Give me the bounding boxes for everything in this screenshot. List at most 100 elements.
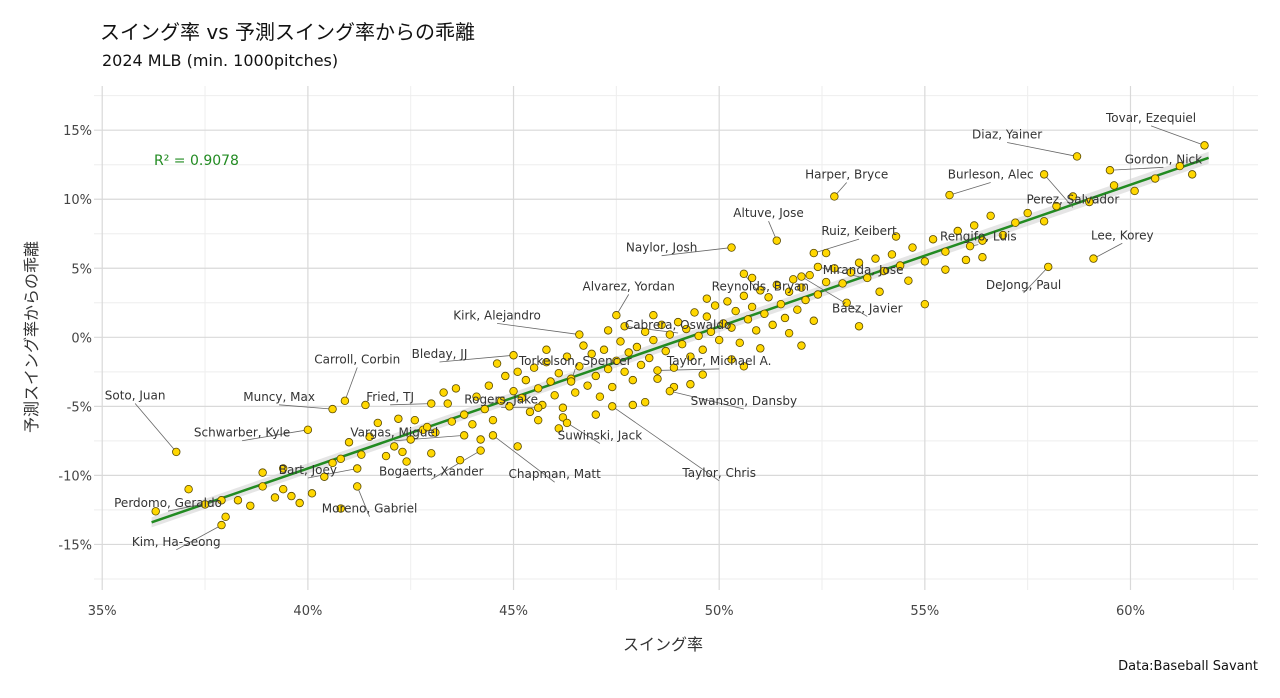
label-leader-line xyxy=(1007,142,1078,157)
player-label: Bleday, JJ xyxy=(412,347,468,361)
data-point xyxy=(246,501,255,510)
data-point xyxy=(1011,218,1020,227)
data-point xyxy=(279,485,288,494)
label-leader-line xyxy=(1043,174,1074,208)
player-label: Rengifo, Luis xyxy=(940,230,1017,244)
data-point xyxy=(784,328,794,338)
player-label: Alvarez, Yordan xyxy=(583,279,675,293)
data-point xyxy=(941,247,950,256)
labeled-data-point xyxy=(562,418,572,428)
labeled-data-point xyxy=(172,447,181,457)
chart-title: スイング率 vs 予測スイング率からの乖離 xyxy=(100,20,475,44)
data-point xyxy=(731,306,740,316)
data-point xyxy=(151,507,160,516)
data-point xyxy=(714,335,724,345)
player-label: Torkelson, Spencer xyxy=(518,354,632,368)
label-leader-line xyxy=(566,422,601,444)
data-point xyxy=(583,381,592,390)
player-label: Taylor, Chris xyxy=(681,466,756,480)
data-point xyxy=(928,235,938,244)
labeled-data-point xyxy=(303,425,313,435)
data-point xyxy=(328,458,337,468)
data-point xyxy=(587,349,596,359)
label-leader-line xyxy=(801,276,868,317)
data-point xyxy=(451,384,461,393)
labeled-data-point xyxy=(566,377,576,386)
player-label: Altuve, Jose xyxy=(733,206,803,220)
x-tick-label: 40% xyxy=(293,604,322,619)
data-point xyxy=(1068,192,1078,201)
player-label: Rogers, Jake xyxy=(464,393,538,407)
data-point xyxy=(406,435,415,444)
data-point xyxy=(727,323,736,332)
data-point xyxy=(571,388,580,397)
data-point xyxy=(694,331,703,341)
label-leader-line xyxy=(439,354,514,363)
data-point xyxy=(258,468,267,477)
labeled-data-point xyxy=(476,446,485,455)
data-point xyxy=(879,266,888,276)
label-leader-line xyxy=(242,429,308,442)
data-point xyxy=(665,330,675,339)
label-leader-line xyxy=(356,486,370,517)
data-point xyxy=(439,388,448,397)
labeled-data-point xyxy=(830,192,839,201)
player-label: Perdomo, Geraldo xyxy=(114,496,222,510)
labeled-data-point xyxy=(488,431,498,440)
data-point xyxy=(764,293,773,302)
label-leader-line xyxy=(167,499,222,512)
data-point xyxy=(838,279,847,288)
player-label: Kirk, Alejandro xyxy=(453,308,541,322)
data-point xyxy=(669,363,679,372)
label-leader-line xyxy=(612,406,720,482)
data-point xyxy=(727,355,736,364)
data-point xyxy=(842,298,851,307)
data-point xyxy=(760,309,769,319)
data-point xyxy=(752,326,761,335)
data-point xyxy=(361,400,370,410)
data-point xyxy=(706,327,716,336)
data-point xyxy=(558,413,568,422)
data-point xyxy=(279,464,288,473)
chart-subtitle: 2024 MLB (min. 1000pitches) xyxy=(102,51,339,70)
data-point xyxy=(1023,208,1032,218)
data-point xyxy=(686,380,695,389)
player-label: Carroll, Corbin xyxy=(314,353,400,367)
data-point xyxy=(747,302,757,312)
labeled-data-point xyxy=(727,243,736,252)
labeled-data-point xyxy=(353,482,362,491)
data-point xyxy=(735,338,744,348)
data-point xyxy=(846,268,856,277)
data-point xyxy=(797,283,806,292)
data-point xyxy=(534,384,543,393)
labeled-data-point xyxy=(575,330,584,339)
data-point xyxy=(1130,186,1139,196)
player-label: Muncy, Max xyxy=(243,390,315,404)
data-point xyxy=(455,456,465,465)
data-point xyxy=(690,308,699,317)
data-point xyxy=(632,342,642,352)
data-point xyxy=(542,357,551,367)
labeled-data-point xyxy=(1072,152,1082,161)
labeled-data-point xyxy=(739,269,749,278)
data-point xyxy=(739,291,749,301)
label-leader-line xyxy=(394,434,465,442)
data-point xyxy=(608,382,617,392)
player-label: Fried, TJ xyxy=(366,390,414,404)
data-point xyxy=(854,258,864,267)
data-point xyxy=(908,243,917,252)
data-point xyxy=(801,295,810,305)
data-point xyxy=(969,221,979,230)
data-point xyxy=(295,498,304,508)
data-point xyxy=(653,374,662,383)
data-point xyxy=(501,371,510,381)
y-axis-label: 予測スイング率からの乖離 xyxy=(22,240,41,434)
labeled-data-point xyxy=(217,496,226,505)
data-point xyxy=(768,320,777,330)
label-leader-line xyxy=(1109,166,1164,171)
data-point xyxy=(797,341,806,350)
data-point xyxy=(677,340,687,349)
label-leader-line xyxy=(134,403,177,453)
data-point xyxy=(640,327,650,336)
data-point xyxy=(344,438,354,447)
